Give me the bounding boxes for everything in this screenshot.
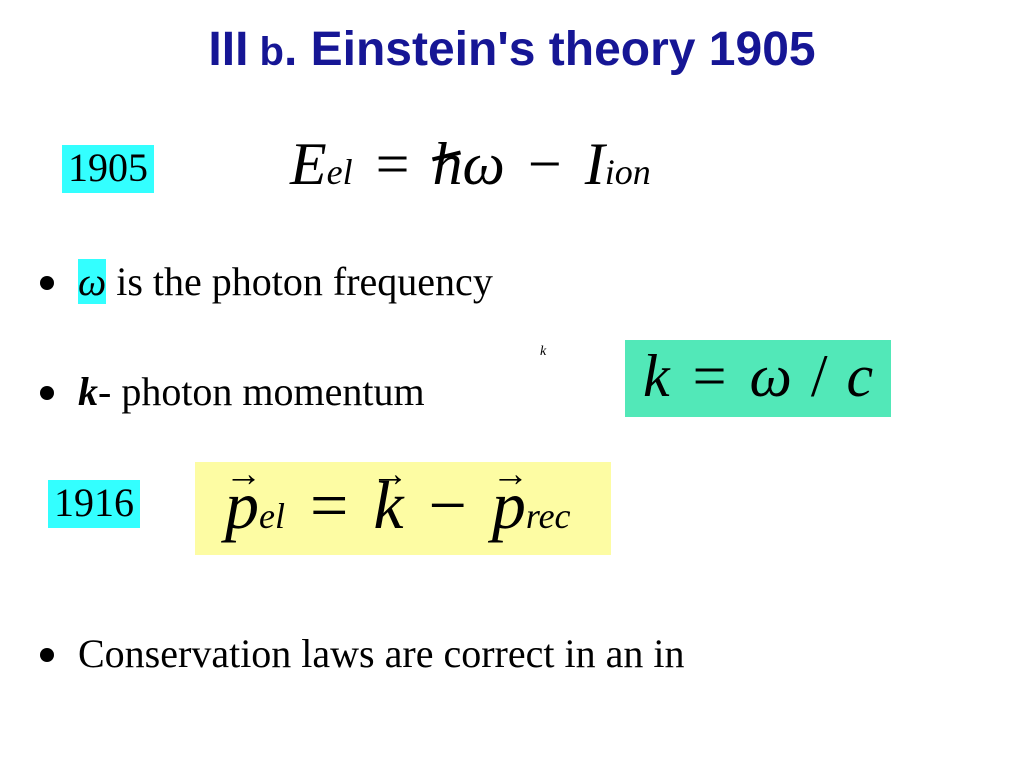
eq3-p2-vec: → p — [492, 466, 526, 545]
vector-arrow-icon: → — [225, 453, 260, 496]
year-tag-1905: 1905 — [62, 145, 154, 193]
bullet-momentum: k- photon momentum — [40, 368, 425, 415]
momentum-equation: → p el = → k − → p rec — [195, 462, 611, 555]
eq1-E-sub: el — [327, 152, 353, 192]
bullet-dot-icon — [40, 648, 54, 662]
eq3-minus: − — [421, 467, 475, 543]
vector-arrow-icon: → — [371, 453, 406, 496]
year-1916-text: 1916 — [54, 480, 134, 525]
bullet2-text: - photon momentum — [98, 369, 425, 414]
eq1-minus: − — [520, 131, 570, 197]
bullet1-text: is the photon frequency — [106, 259, 493, 304]
eq2-equals: = — [685, 343, 735, 409]
eq3-p-sub: el — [259, 496, 285, 536]
year-tag-1916: 1916 — [48, 480, 140, 528]
title-roman: III — [208, 23, 248, 76]
title-rest: . Einstein's theory 1905 — [284, 23, 816, 76]
bullet-conservation: Conservation laws are correct in an in — [40, 630, 684, 677]
energy-equation: Eel = hω − Iion — [290, 130, 651, 199]
slide-title: III b. Einstein's theory 1905 — [0, 22, 1024, 77]
bullet-dot-icon — [40, 386, 54, 400]
eq3-equals: = — [302, 467, 356, 543]
eq1-equals: = — [368, 131, 418, 197]
eq2-k: k — [643, 343, 670, 409]
eq1-omega: ω — [462, 131, 504, 197]
bullet-frequency: ω is the photon frequency — [40, 258, 493, 305]
bullet3-text: Conservation laws are correct in an in — [78, 631, 684, 676]
eq3-p-vec: → p — [225, 466, 259, 545]
eq2-slash: / — [807, 343, 832, 409]
eq1-E: E — [290, 131, 327, 197]
title-sub: b — [248, 30, 284, 74]
eq2-omega: ω — [749, 343, 791, 409]
tiny-k: k — [540, 344, 546, 360]
year-1905-text: 1905 — [68, 145, 148, 190]
eq3-k-vec: → k — [373, 466, 403, 545]
bullet-dot-icon — [40, 276, 54, 290]
slide: III b. Einstein's theory 1905 1905 Eel =… — [0, 0, 1024, 768]
eq3-p2-sub: rec — [526, 496, 571, 536]
vector-arrow-icon: → — [492, 453, 527, 496]
k-equation: k = ω / c — [625, 340, 891, 417]
k-symbol: k — [78, 369, 98, 414]
eq1-hbar: h — [432, 130, 462, 199]
eq1-I-sub: ion — [605, 152, 651, 192]
eq2-c: c — [847, 343, 874, 409]
omega-symbol: ω — [78, 259, 106, 304]
eq1-I: I — [585, 131, 605, 197]
